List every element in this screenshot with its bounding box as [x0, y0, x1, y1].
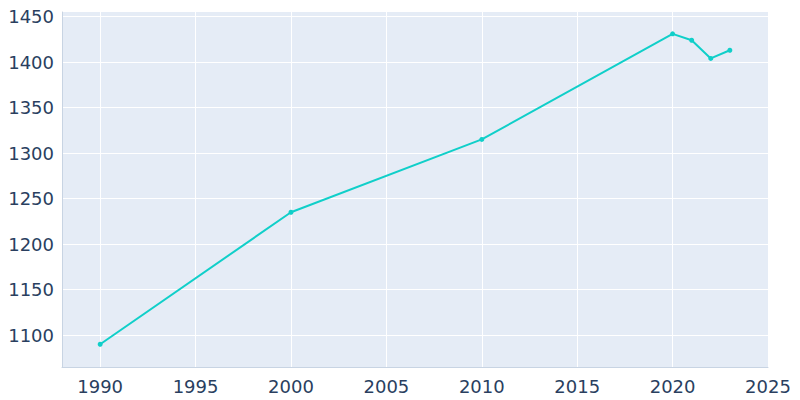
svg-text:2000: 2000	[268, 376, 314, 397]
svg-text:2005: 2005	[363, 376, 409, 397]
svg-text:1995: 1995	[173, 376, 219, 397]
svg-text:1990: 1990	[77, 376, 123, 397]
svg-text:1450: 1450	[8, 6, 54, 27]
svg-text:1300: 1300	[8, 143, 54, 164]
svg-text:1350: 1350	[8, 97, 54, 118]
svg-text:2010: 2010	[459, 376, 505, 397]
svg-text:2025: 2025	[745, 376, 791, 397]
svg-text:2015: 2015	[554, 376, 600, 397]
svg-text:1200: 1200	[8, 234, 54, 255]
svg-text:1250: 1250	[8, 188, 54, 209]
svg-text:2020: 2020	[650, 376, 696, 397]
svg-text:1150: 1150	[8, 279, 54, 300]
svg-text:1400: 1400	[8, 52, 54, 73]
svg-text:1100: 1100	[8, 325, 54, 346]
